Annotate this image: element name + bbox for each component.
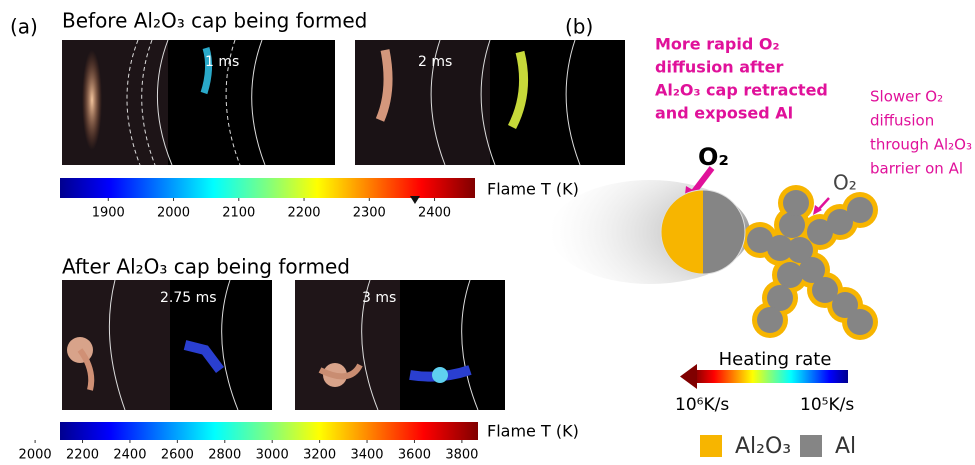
colorbar-tick-label: 2400 [113, 448, 146, 463]
al-chain [742, 185, 878, 340]
colorbar-tick-label: 3600 [398, 448, 431, 463]
section-title: Before Al₂O₃ cap being formed [62, 9, 367, 33]
al-core [757, 307, 783, 333]
colorbar-tick-label: 3400 [350, 448, 383, 463]
annotation-rapid: More rapid O₂ [655, 35, 779, 54]
al-core [847, 309, 873, 335]
figure: (a) Before Al₂O₃ cap being formed 1 ms 2… [0, 0, 975, 465]
colorbar [60, 422, 478, 440]
annotation-slow: Slower O₂ [870, 88, 943, 106]
frame-time: 1 ms [205, 54, 239, 70]
colorbar-tick-label: 3200 [303, 448, 336, 463]
colorbar-tick-label: 3000 [256, 448, 289, 463]
panel-label: (a) [10, 15, 38, 39]
annotation-rapid: and exposed Al [655, 104, 793, 123]
legend-swatch [700, 435, 722, 457]
frame-images [62, 40, 625, 410]
annotation-slow: barrier on Al [870, 160, 963, 178]
o2-label: O₂ [833, 171, 857, 195]
colorbar-tick-label: 2800 [208, 448, 241, 463]
legend-label: Al₂O₃ [735, 434, 791, 459]
colorbar-marker [410, 196, 420, 204]
colorbar-tick-label: 2200 [287, 206, 320, 221]
colorbar [60, 178, 475, 198]
annotation-rapid: diffusion after [655, 58, 784, 77]
colorbar-tick-label: 1900 [92, 206, 125, 221]
colorbar-tick-label: 2100 [222, 206, 255, 221]
colorbar-tick-label: 2000 [19, 448, 52, 463]
colorbar-tick-label: 2600 [161, 448, 194, 463]
colorbar-tick-label: 2000 [157, 206, 190, 221]
annotation-slow: diffusion [870, 112, 934, 130]
al-core [847, 197, 873, 223]
frame-time: 2.75 ms [160, 290, 217, 306]
annotation-rapid: Al₂O₃ cap retracted [655, 81, 828, 100]
colorbar-tick-label: 3800 [445, 448, 478, 463]
al-core [777, 262, 803, 288]
al-core [779, 212, 805, 238]
section-title: After Al₂O₃ cap being formed [62, 255, 350, 279]
frame-time: 2 ms [418, 54, 452, 70]
colorbar-tick-label: 2300 [353, 206, 386, 221]
heating-rate-right: 10⁵K/s [800, 395, 854, 415]
colorbar-tick-label: 2400 [418, 206, 451, 221]
panel-label: (b) [565, 15, 593, 39]
legend-label: Al [835, 434, 856, 459]
legend-swatch [800, 435, 822, 457]
al-core [783, 190, 809, 216]
o2-label: O₂ [698, 143, 729, 171]
colorbar-label: Flame T (K) [487, 422, 579, 441]
colorbar-label: Flame T (K) [487, 180, 579, 199]
heating-rate-left: 10⁶K/s [675, 395, 729, 415]
sphere-al [703, 190, 745, 274]
annotation-slow: through Al₂O₃ [870, 136, 972, 154]
colorbar-tick-label: 2200 [66, 448, 99, 463]
frame-time: 3 ms [362, 290, 396, 306]
heating-rate-label: Heating rate [719, 349, 832, 370]
